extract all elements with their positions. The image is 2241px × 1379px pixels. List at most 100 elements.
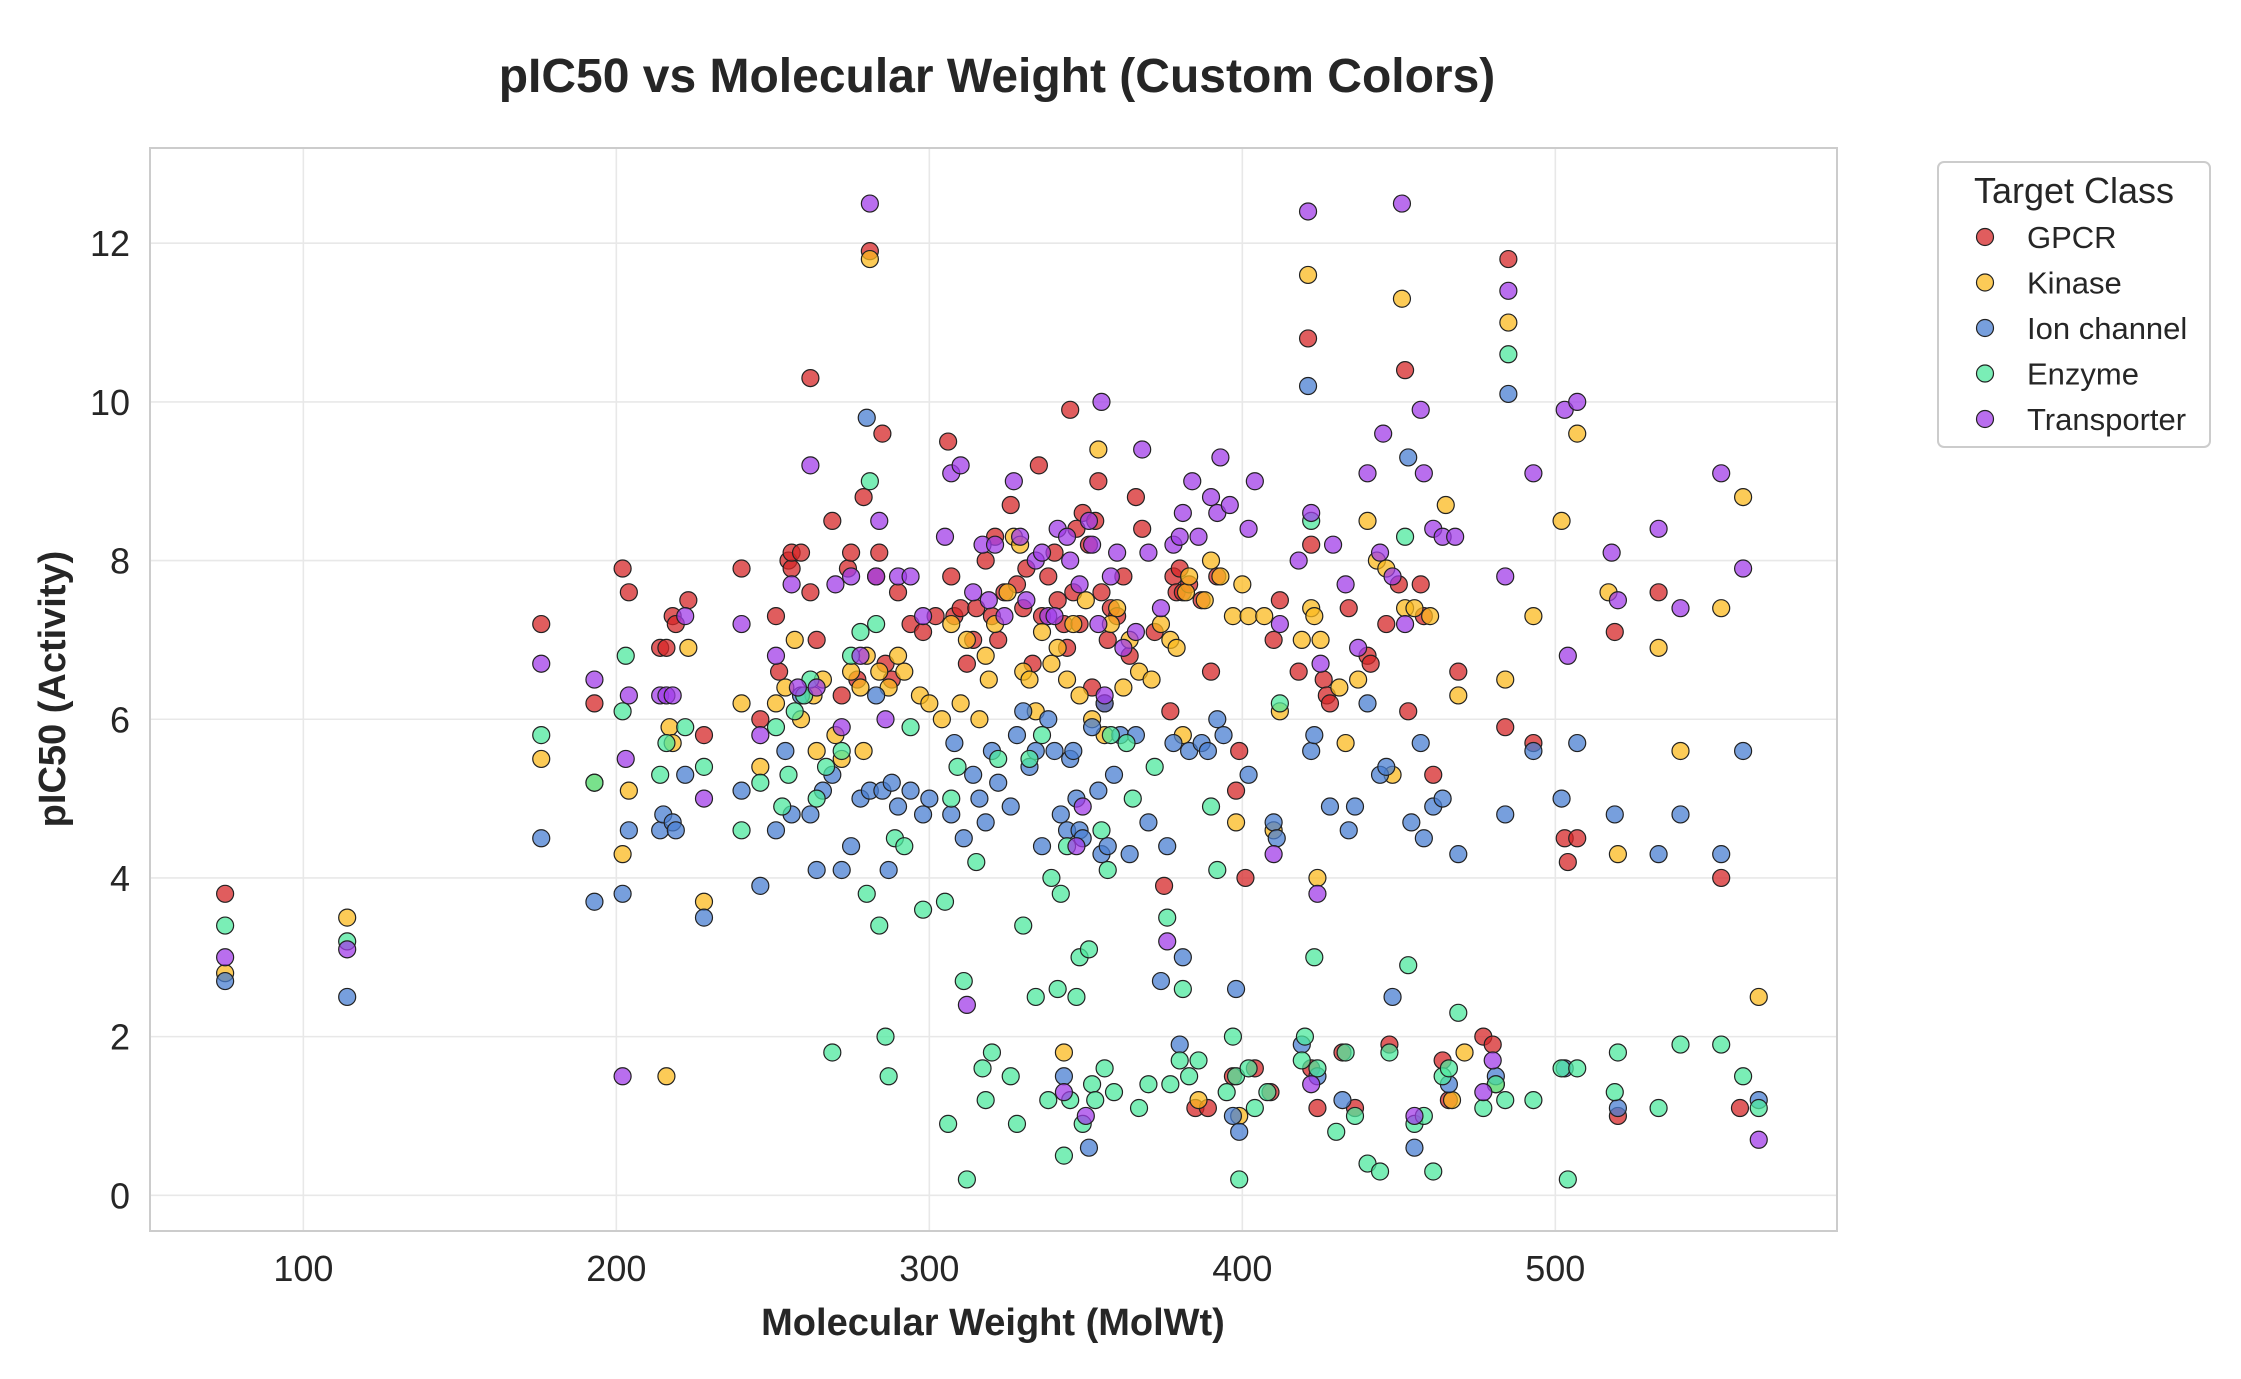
- data-point: [1114, 638, 1133, 657]
- data-point: [989, 630, 1008, 650]
- data-point: [876, 710, 895, 729]
- data-point: [1649, 519, 1668, 538]
- data-point: [1101, 567, 1120, 586]
- data-point: [1170, 527, 1189, 546]
- data-point: [1305, 948, 1324, 967]
- data-point: [867, 686, 886, 705]
- data-point: [1712, 599, 1731, 618]
- data-point: [1258, 1083, 1277, 1102]
- data-point: [976, 551, 995, 570]
- data-point: [663, 686, 682, 705]
- data-point: [1139, 1075, 1158, 1094]
- data-point: [1029, 456, 1048, 475]
- data-point: [1314, 670, 1333, 689]
- data-point: [1602, 543, 1621, 562]
- data-point: [1095, 686, 1114, 705]
- data-point: [1092, 392, 1111, 411]
- plot-frame: [149, 147, 1838, 1232]
- data-point: [979, 591, 998, 610]
- data-point: [1734, 559, 1753, 578]
- data-point: [1568, 733, 1587, 753]
- data-point: [766, 694, 786, 713]
- data-point: [1395, 614, 1415, 634]
- data-point: [957, 630, 976, 650]
- data-point: [1151, 599, 1171, 618]
- data-point: [1411, 733, 1430, 753]
- data-point: [1142, 670, 1161, 689]
- data-point: [913, 805, 933, 824]
- data-point: [585, 670, 604, 689]
- data-point: [1154, 876, 1174, 895]
- data-point: [1749, 1098, 1768, 1118]
- data-point: [1223, 1106, 1243, 1126]
- data-point: [860, 194, 879, 213]
- data-point: [1054, 1067, 1074, 1086]
- data-point: [1305, 607, 1324, 626]
- data-point: [1558, 646, 1577, 665]
- data-point: [1211, 448, 1230, 467]
- data-point: [942, 614, 961, 634]
- data-point: [823, 511, 842, 531]
- data-point: [1295, 1027, 1315, 1046]
- data-point: [1308, 1059, 1327, 1078]
- data-point: [1349, 670, 1368, 689]
- data-point: [1007, 726, 1027, 745]
- data-point: [1061, 400, 1080, 419]
- data-point: [920, 789, 939, 808]
- data-point: [913, 900, 933, 919]
- legend-marker: [1975, 273, 1995, 292]
- data-point: [1308, 884, 1327, 903]
- data-point: [901, 781, 920, 800]
- data-point: [216, 971, 235, 991]
- data-point: [1126, 622, 1146, 642]
- data-point: [1671, 1035, 1690, 1054]
- data-point: [801, 583, 820, 602]
- data-point: [888, 583, 908, 602]
- data-point: [1671, 741, 1690, 761]
- data-point: [841, 543, 861, 562]
- data-point: [1323, 535, 1343, 554]
- data-point: [613, 884, 632, 903]
- data-point: [807, 678, 826, 697]
- data-point: [766, 821, 786, 840]
- data-point: [1414, 464, 1433, 483]
- data-point: [1255, 607, 1274, 626]
- data-point: [1289, 662, 1308, 681]
- data-point: [1014, 702, 1033, 721]
- data-point: [1552, 511, 1571, 531]
- data-point: [619, 583, 638, 602]
- data-point: [1114, 678, 1133, 697]
- data-point: [1208, 860, 1227, 880]
- data-point: [1158, 837, 1177, 856]
- grid: [150, 148, 1837, 1231]
- data-point: [1749, 987, 1768, 1007]
- data-point: [1067, 987, 1086, 1007]
- data-point: [1336, 575, 1355, 594]
- data-point: [1226, 979, 1246, 999]
- data-point: [616, 749, 635, 769]
- data-point: [1499, 345, 1518, 364]
- data-point: [970, 710, 989, 729]
- data-point: [1208, 710, 1227, 729]
- data-point: [1045, 741, 1064, 761]
- data-point: [857, 408, 876, 427]
- data-point: [1217, 1083, 1236, 1102]
- data-point: [657, 638, 676, 657]
- data-point: [957, 995, 976, 1014]
- data-point: [338, 908, 357, 927]
- data-point: [1054, 1083, 1074, 1102]
- data-point: [964, 583, 983, 602]
- data-point: [1671, 805, 1690, 824]
- y-tick-label: 2: [110, 1017, 130, 1058]
- data-point: [766, 607, 786, 626]
- data-point: [732, 694, 751, 713]
- data-point: [1399, 448, 1418, 467]
- data-point: [1405, 1106, 1424, 1126]
- data-point: [1552, 789, 1571, 808]
- data-point: [1092, 821, 1111, 840]
- data-point: [1048, 638, 1067, 657]
- data-point: [1007, 1114, 1027, 1133]
- data-point: [1345, 1106, 1365, 1126]
- data-point: [1402, 813, 1421, 832]
